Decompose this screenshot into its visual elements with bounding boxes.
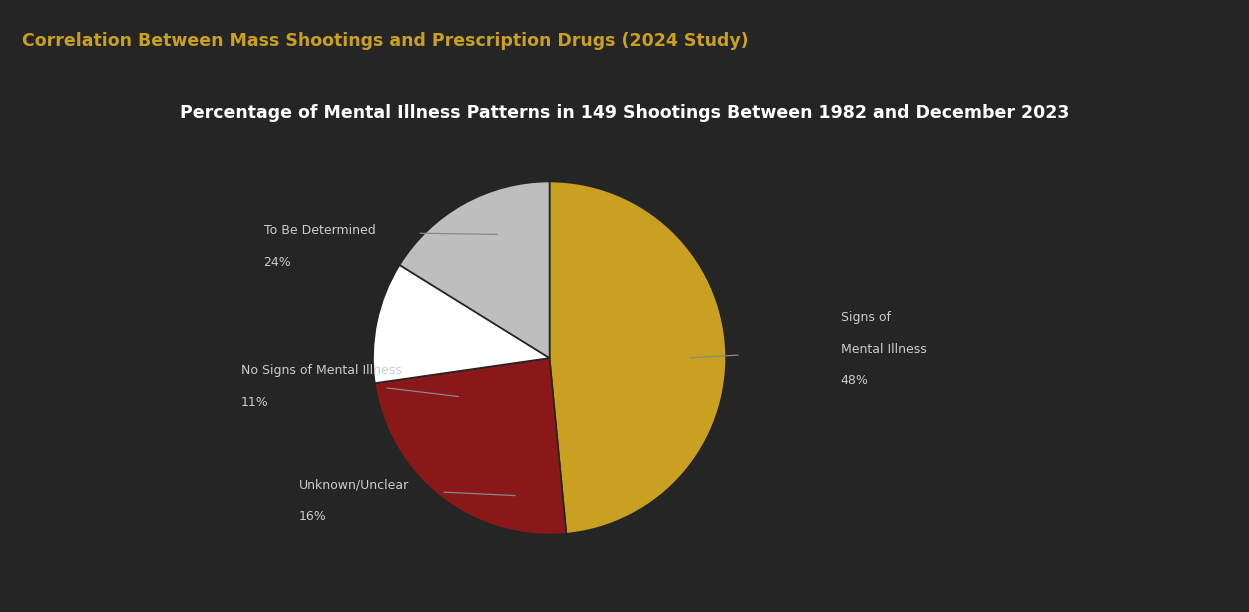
Wedge shape bbox=[550, 182, 726, 534]
Text: Correlation Between Mass Shootings and Prescription Drugs (2024 Study): Correlation Between Mass Shootings and P… bbox=[22, 32, 749, 50]
Wedge shape bbox=[400, 182, 550, 358]
Text: 48%: 48% bbox=[841, 375, 869, 387]
Text: 16%: 16% bbox=[299, 510, 327, 523]
Text: Mental Illness: Mental Illness bbox=[841, 343, 927, 356]
Text: Signs of: Signs of bbox=[841, 311, 891, 324]
Text: Percentage of Mental Illness Patterns in 149 Shootings Between 1982 and December: Percentage of Mental Illness Patterns in… bbox=[180, 105, 1069, 122]
Text: To Be Determined: To Be Determined bbox=[264, 225, 375, 237]
Text: No Signs of Mental Illness: No Signs of Mental Illness bbox=[241, 364, 401, 377]
Wedge shape bbox=[375, 358, 566, 534]
Text: 24%: 24% bbox=[264, 256, 291, 269]
Wedge shape bbox=[373, 265, 550, 383]
Text: Unknown/Unclear: Unknown/Unclear bbox=[299, 479, 410, 491]
Text: 11%: 11% bbox=[241, 395, 269, 409]
